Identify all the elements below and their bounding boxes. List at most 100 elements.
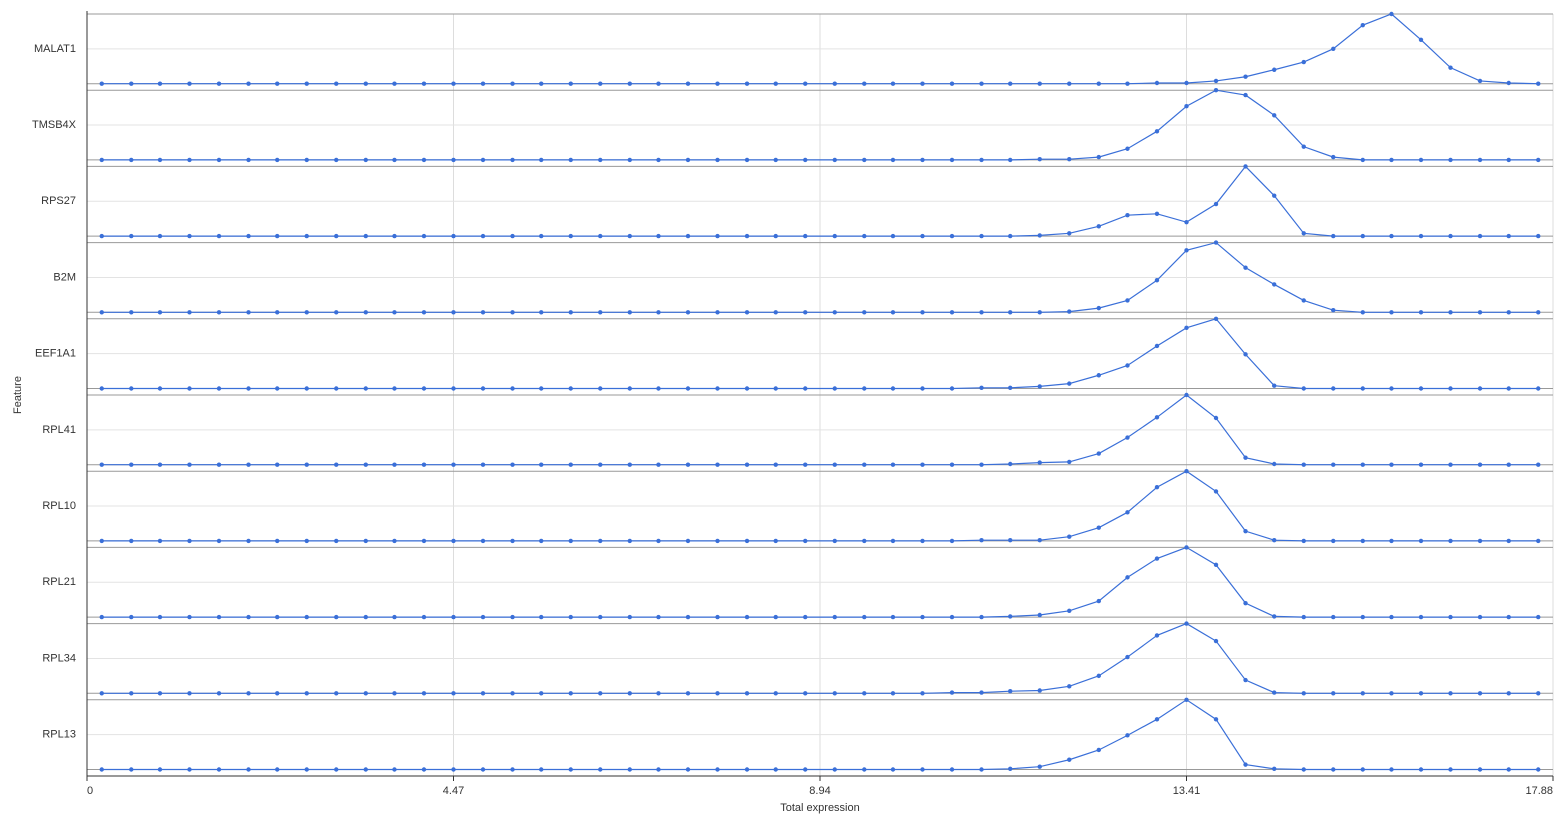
point	[1301, 231, 1306, 236]
point	[920, 233, 925, 239]
point	[246, 538, 251, 544]
point	[890, 386, 896, 391]
point	[246, 691, 251, 696]
point	[216, 386, 222, 391]
point	[832, 81, 837, 86]
point	[627, 462, 632, 467]
point	[275, 233, 280, 239]
feature-label: EEF1A1	[35, 348, 76, 360]
point	[129, 386, 134, 391]
point	[187, 691, 192, 696]
point	[744, 614, 750, 620]
point	[1477, 538, 1483, 544]
point	[627, 386, 632, 391]
point	[187, 462, 192, 467]
point	[715, 157, 720, 163]
point	[890, 310, 896, 315]
point	[1243, 455, 1248, 460]
point	[1154, 80, 1160, 86]
point	[480, 233, 486, 239]
point	[1154, 556, 1160, 561]
feature-label: RPL13	[42, 729, 76, 741]
point	[1418, 386, 1424, 391]
point	[890, 462, 896, 467]
point	[246, 386, 251, 391]
point	[890, 767, 896, 772]
point	[1067, 231, 1072, 236]
point	[1418, 37, 1424, 42]
point	[744, 233, 750, 239]
point	[539, 233, 544, 239]
point	[275, 81, 280, 86]
point	[1184, 545, 1189, 550]
point	[656, 614, 661, 620]
point	[1096, 373, 1101, 378]
point	[1213, 562, 1219, 568]
point	[1213, 415, 1219, 421]
point	[715, 538, 720, 544]
point	[1154, 485, 1160, 490]
point	[949, 690, 955, 695]
ridge-line	[101, 622, 1539, 694]
point	[363, 310, 368, 315]
point	[1448, 614, 1453, 620]
point	[1067, 157, 1072, 162]
point	[1301, 144, 1306, 149]
point	[1448, 386, 1453, 391]
point	[157, 614, 163, 620]
point	[363, 386, 368, 391]
point	[1243, 677, 1248, 683]
point	[773, 538, 778, 544]
feature-label: RPS27	[41, 195, 76, 207]
point	[1067, 81, 1072, 86]
point	[1125, 575, 1130, 580]
point	[157, 462, 163, 467]
point	[1331, 233, 1336, 239]
point	[568, 81, 573, 86]
point	[1096, 305, 1101, 311]
point	[685, 81, 691, 86]
point	[1506, 614, 1511, 620]
point	[1125, 733, 1130, 738]
point	[216, 157, 222, 163]
point	[862, 614, 867, 620]
point	[1360, 614, 1365, 620]
point	[1389, 538, 1394, 544]
point	[421, 691, 427, 696]
point	[275, 386, 280, 391]
point	[539, 691, 544, 696]
point	[421, 767, 427, 772]
point	[1301, 298, 1306, 303]
point	[1213, 316, 1219, 321]
ridge-line	[101, 241, 1539, 313]
point	[1184, 219, 1189, 225]
point	[539, 386, 544, 391]
point	[598, 614, 603, 620]
point	[1037, 460, 1042, 465]
point	[451, 81, 456, 86]
ridge-line	[101, 546, 1539, 618]
point	[363, 81, 368, 86]
point	[1506, 310, 1511, 315]
point	[1506, 80, 1511, 86]
feature-label: B2M	[53, 271, 76, 283]
point	[568, 614, 573, 620]
point	[129, 538, 134, 544]
point	[451, 691, 456, 696]
point	[1154, 633, 1160, 638]
point	[157, 310, 163, 315]
point	[480, 462, 486, 467]
x-tick-label: 17.88	[1525, 785, 1553, 797]
point	[715, 233, 720, 239]
point	[421, 386, 427, 391]
x-tick-label: 13.41	[1173, 785, 1201, 797]
point	[1125, 510, 1130, 515]
point	[216, 614, 222, 620]
point	[451, 538, 456, 544]
point	[1067, 381, 1072, 386]
point	[304, 614, 309, 620]
point	[510, 81, 515, 86]
point	[246, 767, 251, 772]
point	[920, 310, 925, 315]
point	[862, 157, 867, 163]
